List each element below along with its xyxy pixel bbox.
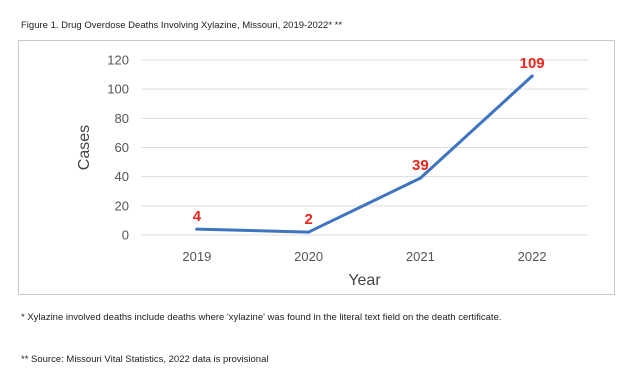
data-label: 109	[520, 55, 545, 72]
y-axis-title: Cases	[76, 125, 93, 170]
x-tick-label: 2022	[518, 249, 547, 264]
line-chart: 0 20 40 60 80 100 120 2019 2020 2021 2022 Year Cases…	[76, 53, 588, 289]
data-point	[530, 74, 534, 78]
footnote-source: ** Source: Missouri Vital Statistics, 20…	[21, 354, 269, 365]
x-axis-title: Year	[348, 272, 381, 289]
y-tick-label: 100	[107, 82, 129, 97]
data-point	[418, 176, 422, 180]
series-line	[195, 74, 534, 234]
y-tick-label: 40	[115, 169, 129, 184]
x-tick-label: 2019	[182, 249, 211, 264]
figure-caption: Figure 1. Drug Overdose Deaths Involving…	[21, 20, 343, 31]
y-tick-label: 20	[115, 198, 129, 213]
chart-container: 0 20 40 60 80 100 120 2019 2020 2021 2022 Year Cases…	[18, 40, 615, 295]
x-tick-label: 2020	[294, 249, 323, 264]
data-label: 39	[412, 157, 429, 174]
y-tick-label: 80	[115, 111, 129, 126]
data-point	[195, 227, 199, 231]
y-tick-label: 0	[122, 228, 129, 243]
data-label: 4	[193, 208, 202, 225]
y-tick-label: 60	[115, 140, 129, 155]
data-label: 2	[304, 211, 312, 228]
x-tick-label: 2021	[406, 249, 435, 264]
footnote-definition: * Xylazine involved deaths include death…	[21, 312, 502, 323]
data-point	[307, 230, 311, 234]
y-tick-label: 120	[107, 53, 129, 68]
